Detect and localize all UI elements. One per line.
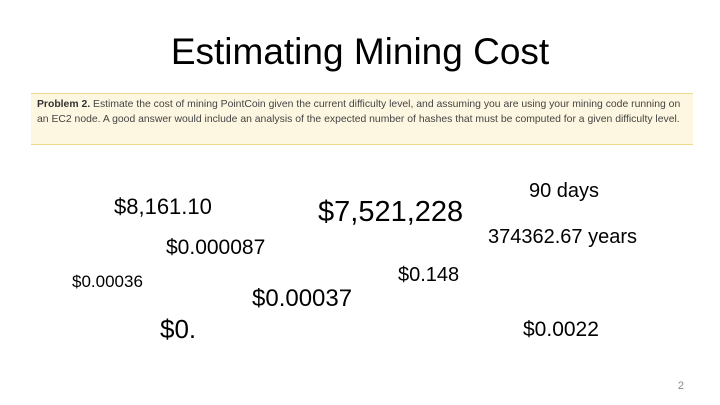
page-number: 2 xyxy=(677,380,684,392)
estimate-value: $0.000087 xyxy=(166,236,266,259)
estimate-value: $0.00037 xyxy=(252,285,353,312)
problem-label: Problem 2. xyxy=(37,99,91,110)
estimate-value: $0. xyxy=(160,314,197,344)
problem-statement-box: Problem 2. Estimate the cost of mining P… xyxy=(31,93,693,145)
estimate-value: $7,521,228 xyxy=(318,196,464,228)
estimate-value: $0.00036 xyxy=(72,272,143,291)
estimate-value: 90 days xyxy=(529,180,600,202)
estimate-value: $0.0022 xyxy=(523,318,599,341)
estimate-value: 374362.67 years xyxy=(488,226,638,248)
estimate-value: $8,161.10 xyxy=(114,194,212,219)
problem-text: Estimate the cost of mining PointCoin gi… xyxy=(37,99,681,125)
estimate-value: $0.148 xyxy=(398,264,460,286)
slide-title: Estimating Mining Cost xyxy=(170,31,550,72)
